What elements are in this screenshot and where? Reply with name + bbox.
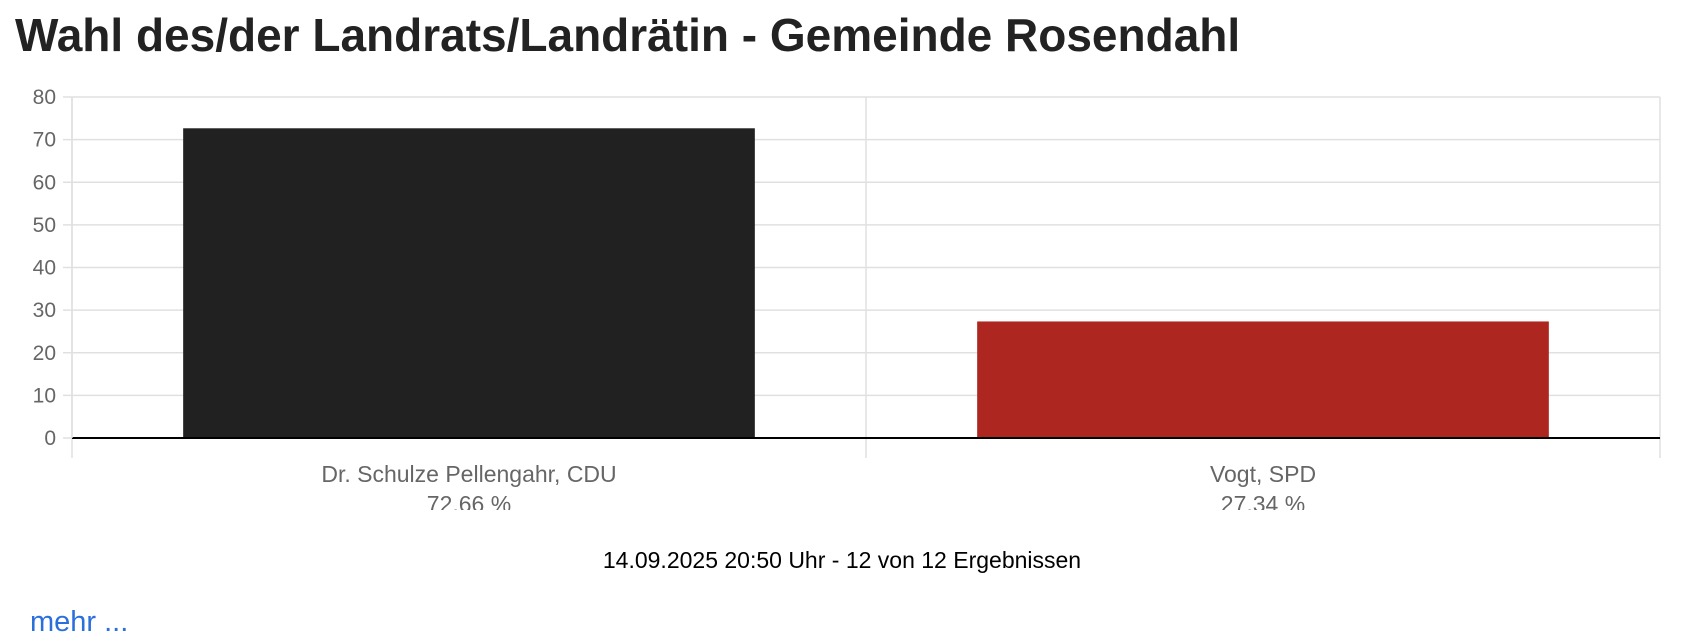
chart-labels: 0 10 20 30 40 50 60 70 80 Dr. Schulze Pellengahr,…: [33, 86, 1316, 510]
category-label: Dr. Schulze Pellengahr, CDU: [321, 461, 616, 487]
more-link[interactable]: mehr ...: [30, 606, 129, 638]
y-tick-label: 60: [33, 171, 56, 194]
bar-chart: 0 10 20 30 40 50 60 70 80 Dr. Schulze Pellengahr,…: [33, 86, 1661, 510]
chart-axes: [71, 97, 1660, 439]
y-tick-label: 0: [44, 427, 56, 450]
value-label: 72,66 %: [427, 491, 511, 510]
y-tick-label: 80: [33, 86, 56, 109]
y-tick-label: 10: [33, 384, 56, 407]
y-tick-label: 20: [33, 342, 56, 365]
chart-bars: [183, 128, 1549, 438]
bar: [183, 128, 755, 438]
y-tick-label: 50: [33, 214, 56, 237]
y-tick-label: 40: [33, 257, 56, 280]
bar: [977, 321, 1549, 438]
result-info: 14.09.2025 20:50 Uhr - 12 von 12 Ergebni…: [602, 547, 1082, 573]
y-tick-label: 30: [33, 299, 56, 322]
page-title: Wahl des/der Landrats/Landrätin - Gemein…: [15, 9, 1241, 61]
category-label: Vogt, SPD: [1210, 461, 1316, 487]
y-tick-label: 70: [33, 129, 56, 152]
value-label: 27,34 %: [1221, 491, 1305, 510]
